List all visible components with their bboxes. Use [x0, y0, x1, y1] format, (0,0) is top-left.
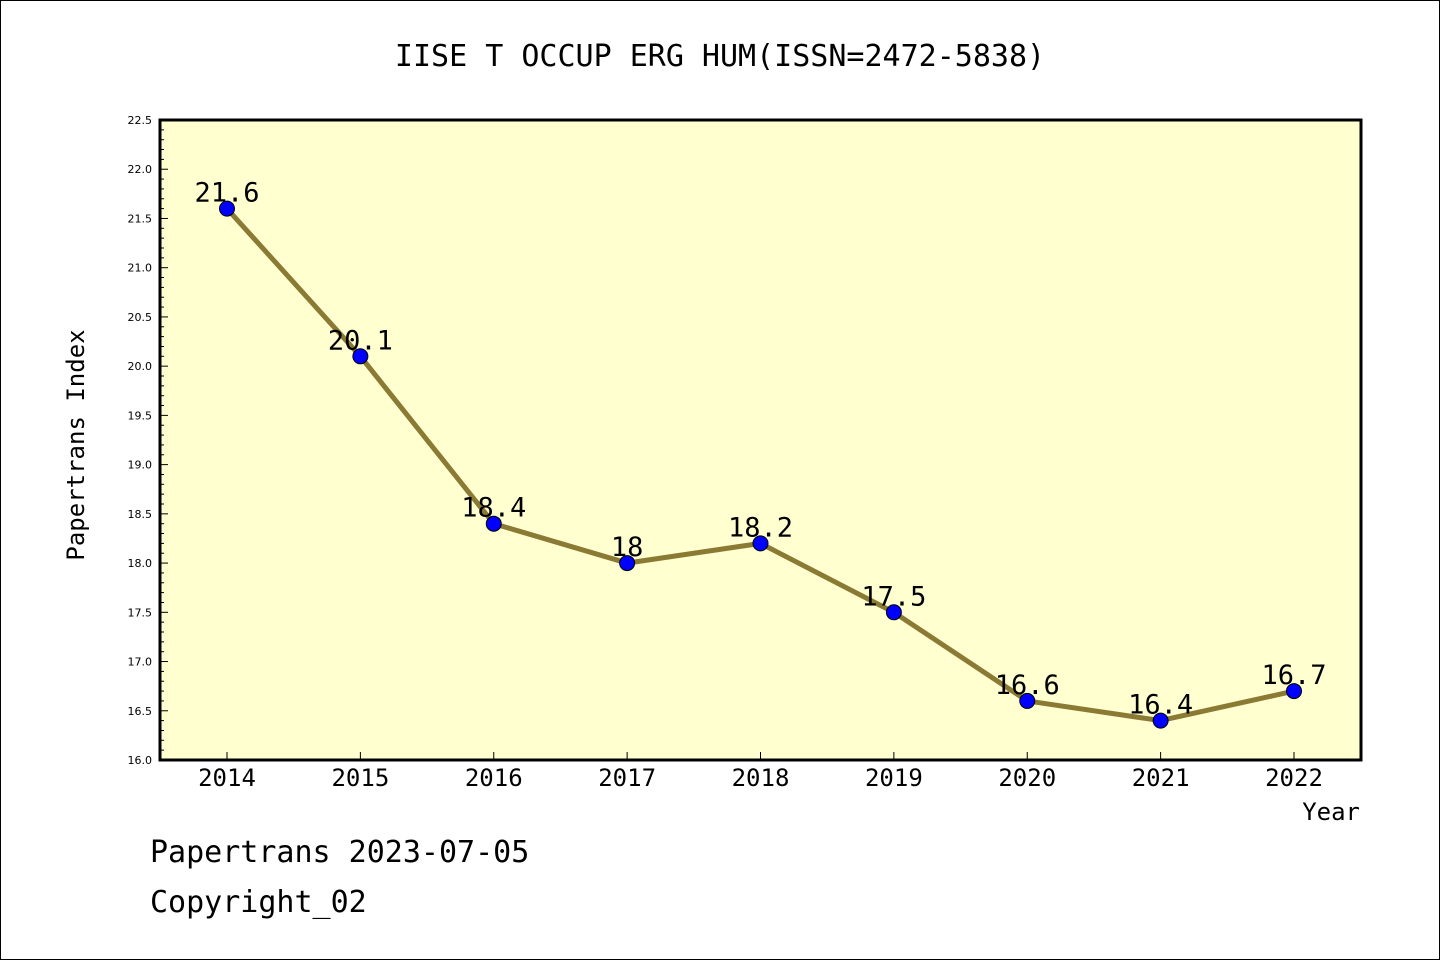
data-point: [219, 200, 235, 217]
y-tick-label: 16.5: [128, 705, 153, 718]
x-tick-label: 2020: [998, 764, 1056, 792]
data-point: [1152, 712, 1169, 729]
data-point: [885, 604, 902, 621]
data-point: [485, 515, 502, 532]
data-point: [1019, 692, 1036, 709]
y-tick-label: 22.0: [128, 163, 153, 176]
x-tick-label: 2016: [465, 764, 523, 792]
plot-area: [158, 118, 1363, 762]
data-label: 20.1: [328, 325, 393, 356]
y-axis: 16.0 16.5 17.0 17.5 18.0 18.5 19.0 19.5 20.0 20.5…: [128, 114, 168, 767]
x-tick-label: 2019: [865, 764, 923, 792]
x-axis: 2014 2015 2016 2017 2018 2019 2020 2021 2022: [198, 752, 1323, 792]
y-tick-label: 16.0: [128, 754, 153, 767]
data-point: [619, 555, 636, 572]
y-tick-label: 18.0: [128, 557, 153, 570]
y-tick-label: 19.0: [128, 459, 153, 472]
data-point: [752, 535, 769, 552]
x-tick-label: 2017: [598, 764, 656, 792]
data-label: 16.4: [1128, 690, 1193, 721]
data-label: 18: [611, 532, 644, 563]
footer-copyright: Copyright_02: [150, 885, 367, 920]
x-tick-label: 2014: [198, 764, 256, 792]
data-label: 18.2: [728, 512, 793, 543]
data-labels: 21.6 20.1 18.4 18 18.2 17.5 16.6 16.4 16.7: [194, 178, 1326, 721]
y-axis-label: Papertrans Index: [62, 329, 90, 560]
data-label: 16.6: [995, 670, 1060, 701]
y-tick-label: 20.0: [128, 360, 153, 373]
x-tick-label: 2022: [1265, 764, 1323, 792]
y-tick-label: 21.5: [128, 212, 153, 225]
data-label: 17.5: [861, 581, 926, 612]
y-tick-label: 19.5: [128, 409, 153, 422]
footer-date: Papertrans 2023-07-05: [150, 835, 530, 870]
x-axis-label: Year: [1302, 798, 1360, 826]
y-tick-label: 20.5: [128, 311, 153, 324]
y-tick-label: 17.5: [128, 606, 153, 619]
x-tick-label: 2021: [1132, 764, 1190, 792]
y-tick-label: 17.0: [128, 656, 153, 669]
data-label: 21.6: [194, 178, 259, 209]
data-point: [352, 348, 369, 365]
data-points: [219, 200, 1302, 729]
data-point: [1286, 683, 1302, 700]
data-label: 18.4: [461, 493, 526, 524]
y-tick-label: 22.5: [128, 114, 153, 127]
y-tick-label: 18.5: [128, 508, 153, 521]
x-tick-label: 2018: [732, 764, 790, 792]
y-tick-label: 21.0: [128, 262, 153, 275]
data-label: 16.7: [1261, 660, 1326, 691]
x-tick-label: 2015: [331, 764, 389, 792]
chart-title: IISE T OCCUP ERG HUM(ISSN=2472-5838): [395, 39, 1045, 74]
